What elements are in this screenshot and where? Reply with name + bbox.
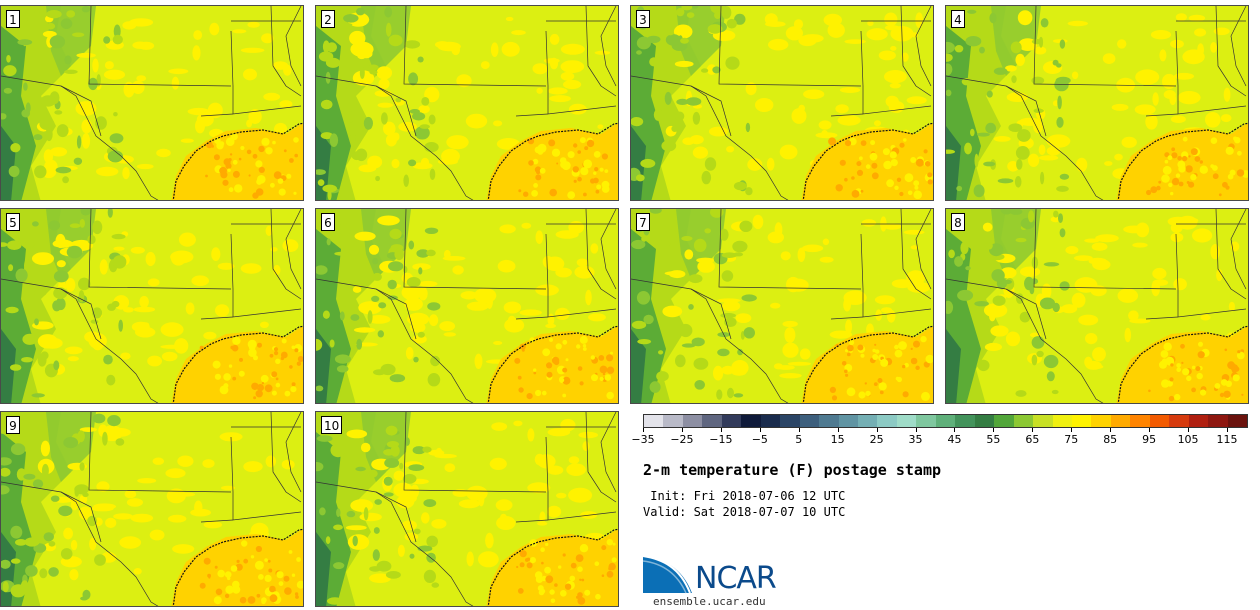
colorbar-swatch xyxy=(1130,415,1150,427)
colorbar-swatch xyxy=(1169,415,1189,427)
site-url: ensemble.ucar.edu xyxy=(653,595,766,608)
colorbar-tick-mark xyxy=(759,428,761,432)
colorbar-tick-label: 15 xyxy=(830,433,845,446)
colorbar-tick-label: −15 xyxy=(709,433,733,446)
colorbar-swatch xyxy=(1208,415,1228,427)
colorbar-swatch xyxy=(1091,415,1111,427)
colorbar-tick-label: 65 xyxy=(1025,433,1040,446)
colorbar-swatch xyxy=(780,415,800,427)
panel-label: 7 xyxy=(636,213,650,231)
colorbar-tick-mark xyxy=(954,428,956,432)
colorbar-swatch xyxy=(877,415,897,427)
colorbar-tick-mark xyxy=(798,428,800,432)
colorbar-tick-mark xyxy=(681,428,683,432)
colorbar-tick-mark xyxy=(1149,428,1151,432)
map-panel-1: 1 xyxy=(0,5,304,201)
colorbar-swatch xyxy=(1188,415,1209,427)
colorbar-tick-mark xyxy=(643,428,644,432)
colorbar-tick-label: −25 xyxy=(670,433,694,446)
colorbar-tick-mark xyxy=(1032,428,1034,432)
colorbar-tick-label: −35 xyxy=(631,433,655,446)
colorbar-swatch xyxy=(721,415,742,427)
colorbar-ticks: −35 −25 −15 −5 5 15 25 35 45 55 65 75 85 95 105 115 xyxy=(631,428,1248,452)
colorbar-swatch xyxy=(1227,415,1248,427)
colorbar-tick-mark xyxy=(1071,428,1073,432)
colorbar-swatch xyxy=(1149,415,1170,427)
map-panel-6: 6 xyxy=(315,208,619,404)
colorbar-swatch xyxy=(994,415,1014,427)
colorbar-swatch xyxy=(741,415,761,427)
map-panel-10: 10 xyxy=(315,411,619,607)
colorbar-swatch xyxy=(955,415,975,427)
colorbar-tick-label: 75 xyxy=(1064,433,1079,446)
colorbar-tick-label: 95 xyxy=(1142,433,1157,446)
map-panel-3: 3 xyxy=(630,5,934,201)
colorbar-swatch xyxy=(799,415,820,427)
colorbar-tick-label: 55 xyxy=(986,433,1001,446)
colorbar-tick-mark xyxy=(1188,428,1190,432)
colorbar-swatch xyxy=(663,415,683,427)
ncar-logo-text: NCAR xyxy=(695,561,777,596)
colorbar-swatch xyxy=(935,415,956,427)
colorbar-swatch xyxy=(1052,415,1072,427)
panel-label: 6 xyxy=(321,213,335,231)
colorbar-swatch xyxy=(896,415,917,427)
colorbar-swatch xyxy=(1013,415,1034,427)
colorbar-swatch xyxy=(838,415,858,427)
panel-label: 4 xyxy=(951,10,965,28)
panel-label: 5 xyxy=(6,213,20,231)
colorbar-swatch xyxy=(916,415,936,427)
map-panel-2: 2 xyxy=(315,5,619,201)
colorbar-swatch xyxy=(682,415,703,427)
colorbar-swatch xyxy=(760,415,781,427)
panel-label: 2 xyxy=(321,10,335,28)
panel-label: 1 xyxy=(6,10,20,28)
map-panel-4: 4 xyxy=(945,5,1249,201)
colorbar-tick-mark xyxy=(837,428,839,432)
colorbar-tick-label: −5 xyxy=(751,433,768,446)
colorbar-swatch xyxy=(819,415,839,427)
colorbar-tick-mark xyxy=(876,428,878,432)
map-panel-7: 7 xyxy=(630,208,934,404)
colorbar-swatch xyxy=(1033,415,1053,427)
map-panel-8: 8 xyxy=(945,208,1249,404)
panel-label: 10 xyxy=(321,416,343,434)
colorbar-tick-label: 105 xyxy=(1177,433,1199,446)
colorbar-tick-label: 5 xyxy=(795,433,803,446)
colorbar-swatch xyxy=(702,415,722,427)
panel-label: 8 xyxy=(951,213,965,231)
colorbar-tick-mark xyxy=(915,428,917,432)
valid-time: Valid: Sat 2018-07-07 10 UTC xyxy=(643,505,846,519)
colorbar-tick-mark xyxy=(720,428,722,432)
ncar-logo-icon xyxy=(642,555,692,594)
colorbar-tick-label: 35 xyxy=(908,433,923,446)
temperature-colorbar: −35 −25 −15 −5 5 15 25 35 45 55 65 75 85 95 105 115 xyxy=(631,414,1248,454)
map-panel-5: 5 xyxy=(0,208,304,404)
colorbar-tick-mark xyxy=(993,428,995,432)
panel-label: 3 xyxy=(636,10,650,28)
colorbar-tick-label: 85 xyxy=(1103,433,1118,446)
colorbar-tick-label: 115 xyxy=(1216,433,1238,446)
colorbar-swatch xyxy=(1110,415,1131,427)
init-time: Init: Fri 2018-07-06 12 UTC xyxy=(643,489,846,503)
map-panel-9: 9 xyxy=(0,411,304,607)
colorbar-swatch xyxy=(857,415,878,427)
colorbar-swatch xyxy=(974,415,995,427)
panel-label: 9 xyxy=(6,416,20,434)
colorbar-tick-mark xyxy=(1227,428,1228,432)
colorbar-swatches xyxy=(643,414,1248,428)
colorbar-tick-label: 25 xyxy=(869,433,884,446)
colorbar-tick-mark xyxy=(1110,428,1112,432)
colorbar-tick-label: 45 xyxy=(947,433,962,446)
colorbar-swatch xyxy=(644,415,664,427)
colorbar-swatch xyxy=(1071,415,1092,427)
plot-title: 2-m temperature (F) postage stamp xyxy=(643,461,942,479)
